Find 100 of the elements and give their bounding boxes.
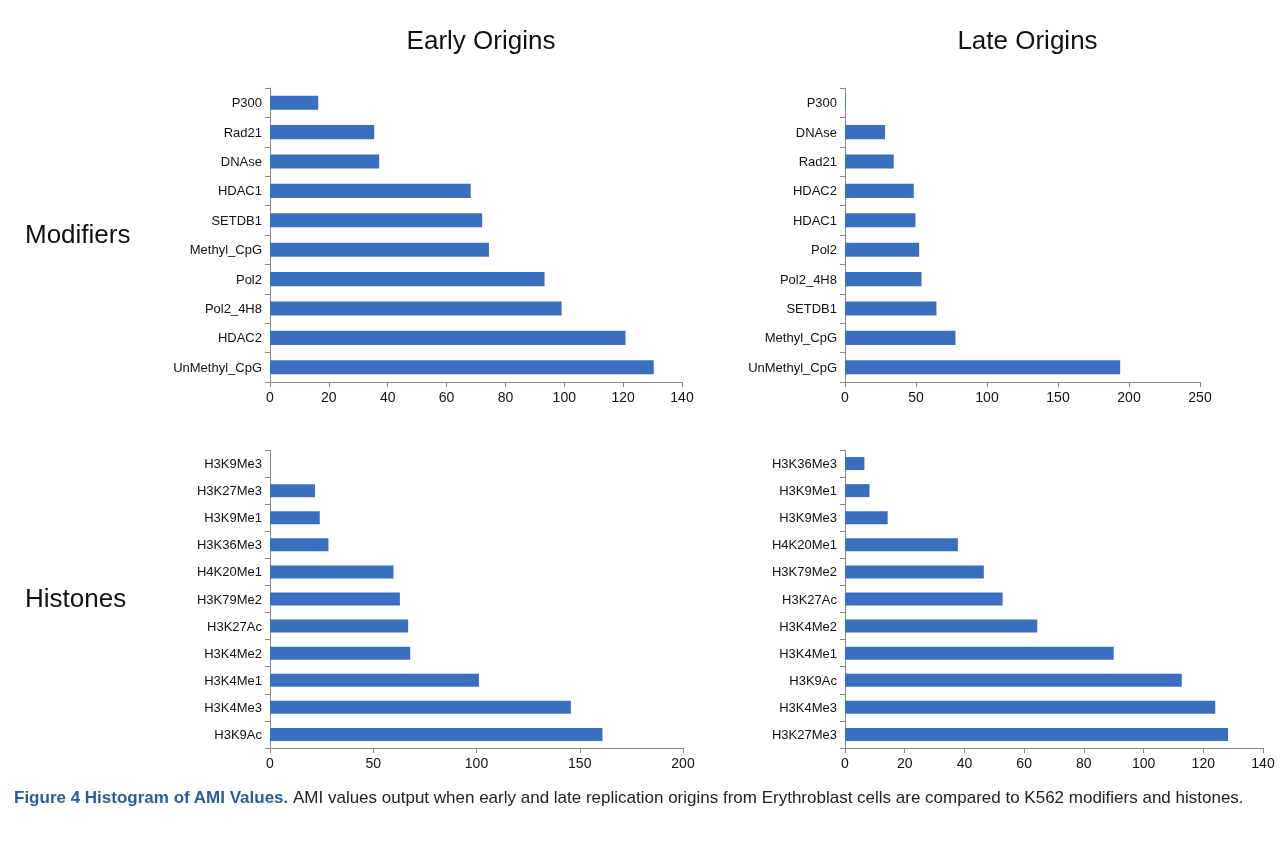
y-tick-label: H3K36Me3 [771, 456, 837, 472]
y-tick-label: Pol2 [810, 242, 837, 258]
y-tick-label: HDAC2 [217, 330, 262, 346]
bar [845, 511, 888, 525]
x-tick-label: 100 [1131, 755, 1156, 771]
bar [845, 154, 894, 169]
y-tick-label: H3K27Ac [207, 618, 263, 634]
x-tick-label: 140 [1251, 755, 1275, 771]
bar [270, 673, 479, 687]
bar [845, 457, 865, 471]
y-tick-label: HDAC1 [217, 183, 262, 199]
x-tick-label: 50 [365, 755, 382, 771]
y-tick-label: H3K9Ac [789, 672, 838, 688]
y-tick-label: H3K4Me3 [204, 699, 262, 715]
y-tick-label: H3K4Me2 [204, 645, 262, 661]
x-tick-label: 60 [1016, 755, 1033, 771]
y-tick-label: HDAC2 [792, 183, 837, 199]
bar [270, 330, 626, 345]
x-tick-label: 20 [896, 755, 913, 771]
bar [270, 727, 603, 741]
bar [270, 301, 562, 316]
y-tick-label: H3K4Me3 [779, 699, 837, 715]
chart-title: Late Origins [957, 25, 1098, 55]
chart-title: Early Origins [406, 25, 556, 55]
y-tick-label: H3K9Me1 [779, 483, 837, 499]
x-tick-label: 150 [1046, 389, 1070, 405]
y-tick-label: UnMethyl_CpG [173, 359, 262, 375]
bar [845, 700, 1216, 714]
bar [270, 183, 471, 198]
y-tick-label: H4K20Me1 [196, 564, 262, 580]
x-tick-label: 60 [438, 389, 455, 405]
x-tick-label: 40 [956, 755, 973, 771]
x-tick-label: 40 [379, 389, 396, 405]
y-tick-label: Rad21 [223, 124, 262, 140]
y-tick-label: SETDB1 [211, 212, 262, 228]
bar [270, 592, 400, 606]
x-tick-label: 150 [568, 755, 592, 771]
bar [270, 511, 320, 525]
y-tick-label: H3K9Me3 [779, 510, 837, 526]
y-tick-label: H3K4Me1 [204, 672, 262, 688]
y-tick-label: Pol2_4H8 [779, 271, 837, 287]
bar [845, 592, 1003, 606]
x-tick-label: 0 [841, 755, 850, 771]
bar [270, 242, 489, 257]
text: AMI values output when early and late replication origins from Erythroblast cells are compared to K562 modifiers and histones. [292, 788, 1244, 807]
y-tick-label: Pol2_4H8 [204, 301, 262, 316]
y-tick-label: H3K79Me2 [771, 564, 837, 580]
y-tick-label: Methyl_CpG [189, 242, 262, 258]
x-tick-label: 200 [1117, 389, 1141, 405]
y-tick-label: DNAse [220, 154, 262, 169]
bar [270, 95, 319, 110]
x-tick-label: 250 [1188, 389, 1212, 405]
bar [845, 242, 920, 257]
x-tick-label: 0 [841, 389, 850, 405]
y-tick-label: H3K9Ac [214, 726, 263, 742]
bar [270, 272, 545, 287]
y-tick-label: HDAC1 [792, 212, 837, 228]
bar [270, 484, 316, 498]
bar [845, 183, 914, 198]
y-tick-label: SETDB1 [786, 301, 837, 316]
x-tick-label: 0 [266, 755, 275, 771]
bar [270, 646, 411, 660]
bar [845, 484, 870, 498]
x-tick-label: 80 [497, 389, 514, 405]
bar [845, 301, 937, 316]
bar [845, 565, 984, 579]
bar [845, 727, 1229, 741]
bar [845, 213, 916, 228]
bar [270, 565, 394, 579]
bar [270, 619, 409, 633]
y-tick-label: H3K27Me3 [196, 483, 262, 499]
x-tick-label: 120 [611, 389, 636, 405]
y-tick-label: P300 [806, 95, 837, 111]
bar [270, 538, 329, 552]
x-tick-label: 120 [1191, 755, 1216, 771]
bar [845, 125, 886, 140]
y-tick-label: H3K4Me1 [779, 645, 837, 661]
x-tick-label: 100 [552, 389, 577, 405]
y-tick-label: P300 [231, 95, 262, 111]
bar [270, 213, 483, 228]
bar [270, 360, 654, 375]
x-tick-label: 100 [464, 755, 489, 771]
x-tick-label: 140 [670, 389, 694, 405]
y-tick-label: H3K4Me2 [779, 618, 837, 634]
x-tick-label: 100 [975, 389, 999, 405]
y-tick-label: Pol2 [235, 271, 262, 287]
y-tick-label: Rad21 [798, 154, 837, 169]
bar [845, 646, 1114, 660]
x-tick-label: 0 [266, 389, 275, 405]
y-tick-label: H4K20Me1 [771, 537, 837, 553]
bar [845, 673, 1182, 687]
y-tick-label: UnMethyl_CpG [748, 359, 837, 375]
x-tick-label: 80 [1076, 755, 1092, 771]
x-tick-label: 200 [671, 755, 695, 771]
y-tick-label: H3K79Me2 [196, 591, 262, 607]
y-axis-title: Histones [25, 583, 127, 613]
bar [845, 360, 1121, 375]
y-tick-label: H3K27Me3 [771, 726, 837, 742]
y-tick-label: DNAse [795, 124, 837, 140]
y-tick-label: H3K9Me1 [204, 510, 262, 526]
